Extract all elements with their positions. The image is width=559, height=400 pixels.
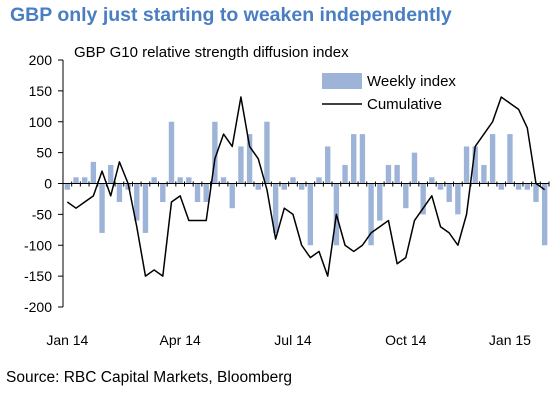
weekly-index-bar xyxy=(281,183,287,190)
x-tick-label: Oct 14 xyxy=(385,332,426,348)
weekly-index-bar xyxy=(463,146,470,184)
weekly-index-bar xyxy=(212,121,218,184)
weekly-index-bar xyxy=(99,183,105,233)
weekly-index-bar xyxy=(238,146,244,184)
chart-subtitle: GBP G10 relative strength diffusion inde… xyxy=(74,44,349,61)
weekly-index-bar xyxy=(446,183,452,203)
weekly-index-bar xyxy=(255,183,261,190)
weekly-index-bar xyxy=(515,183,522,190)
weekly-index-bar xyxy=(377,183,383,221)
weekly-index-bar xyxy=(160,183,166,203)
weekly-index-bar xyxy=(472,146,478,184)
weekly-index-bar xyxy=(455,183,461,215)
weekly-index-bar xyxy=(64,183,71,190)
y-tick-label: 100 xyxy=(29,114,53,130)
x-tick-label: Apr 14 xyxy=(160,332,201,348)
y-axis-ticks: 200 150 100 50 0 -50 -100 -150 -200 xyxy=(24,52,63,315)
weekly-index-bar xyxy=(142,183,149,233)
weekly-index-bar xyxy=(489,134,496,184)
weekly-index-bar xyxy=(498,183,504,190)
weekly-index-bar xyxy=(385,164,392,184)
y-tick-label: 50 xyxy=(36,145,52,161)
weekly-index-bar xyxy=(194,183,201,203)
x-tick-label: Jan 14 xyxy=(46,332,88,348)
cumulative-line xyxy=(66,96,546,277)
weekly-index-bar xyxy=(73,177,79,184)
y-tick-label: 0 xyxy=(44,176,52,192)
weekly-index-bar xyxy=(307,183,314,246)
weekly-index-bar xyxy=(220,177,227,184)
weekly-index-bar xyxy=(177,177,183,184)
y-tick-label: 150 xyxy=(29,83,53,99)
weekly-index-bar xyxy=(411,152,418,184)
x-tick-label: Jan 15 xyxy=(489,332,531,348)
weekly-index-bar xyxy=(533,183,539,203)
weekly-index-bar xyxy=(325,146,331,184)
legend-weekly-index-label: Weekly index xyxy=(367,73,456,90)
chart-headline: GBP only just starting to weaken indepen… xyxy=(10,4,452,26)
weekly-index-bars xyxy=(64,121,548,246)
chart-legend: Weekly index Cumulative xyxy=(322,73,456,113)
weekly-index-bar xyxy=(108,164,114,184)
weekly-index-bar xyxy=(541,183,548,246)
weekly-index-bar xyxy=(168,121,175,184)
weekly-index-bar xyxy=(272,183,279,233)
y-tick-label: -50 xyxy=(32,206,52,222)
weekly-index-bar xyxy=(316,177,322,184)
weekly-index-bar xyxy=(151,177,157,184)
x-axis-ticks: Jan 14 Apr 14 Jul 14 Oct 14 Jan 15 xyxy=(46,181,550,348)
weekly-index-bar xyxy=(116,183,123,203)
weekly-index-bar xyxy=(264,121,270,184)
weekly-index-bar xyxy=(290,177,296,184)
y-tick-label: -100 xyxy=(24,237,52,253)
weekly-index-bar xyxy=(359,134,366,184)
weekly-index-bar xyxy=(351,134,357,184)
weekly-index-bar xyxy=(429,177,435,184)
weekly-index-bar xyxy=(403,183,409,209)
weekly-index-bar xyxy=(394,164,400,184)
weekly-index-bar xyxy=(420,183,426,215)
weekly-index-bar xyxy=(229,183,235,209)
weekly-index-bar xyxy=(90,161,97,184)
weekly-index-bar xyxy=(246,134,253,184)
weekly-index-bar xyxy=(507,134,513,184)
weekly-index-bar xyxy=(342,164,348,184)
weekly-index-bar xyxy=(186,177,192,184)
source-note: Source: RBC Capital Markets, Bloomberg xyxy=(6,369,293,386)
x-tick-label: Jul 14 xyxy=(274,332,312,348)
y-tick-label: -150 xyxy=(24,268,52,284)
weekly-index-bar xyxy=(203,183,209,203)
legend-cumulative-label: Cumulative xyxy=(367,96,442,113)
weekly-index-bar xyxy=(437,183,444,190)
y-tick-label: -200 xyxy=(24,299,52,315)
y-tick-label: 200 xyxy=(29,52,53,68)
legend-weekly-index-swatch xyxy=(322,73,362,89)
weekly-index-bar xyxy=(524,183,530,190)
weekly-index-bar xyxy=(82,177,88,184)
weekly-index-bar xyxy=(134,183,140,221)
weekly-index-bar xyxy=(481,164,487,184)
weekly-index-bar xyxy=(368,183,374,246)
weekly-index-bar xyxy=(298,183,305,190)
